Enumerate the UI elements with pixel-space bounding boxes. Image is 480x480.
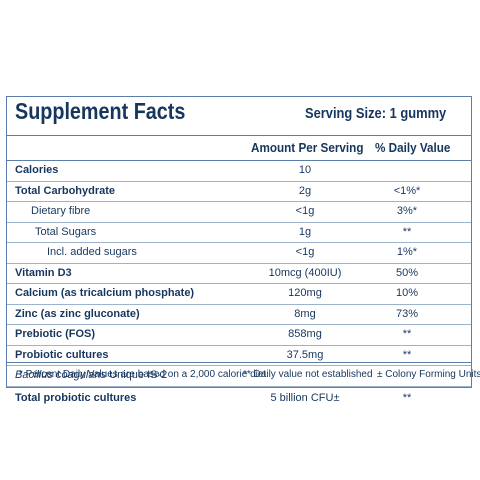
nutrient-name: Bacillus coagulans Unique IS-2 [15, 366, 167, 385]
nutrient-table: Calories 10 Total Carbohydrate 2g <1%* D… [7, 161, 471, 409]
nutrient-name: Zinc (as zinc gluconate) [15, 307, 140, 320]
panel-header: Supplement Facts Serving Size: 1 gummy [7, 97, 471, 136]
serving-size: Serving Size: 1 gummy [305, 105, 447, 122]
strain-name: Unique IS-2 [106, 369, 168, 381]
table-row: Vitamin D3 10mcg (400IU) 50% [7, 264, 471, 284]
nutrient-amount: 2g [298, 184, 312, 197]
nutrient-daily-value: ** [402, 391, 412, 404]
table-row: Calories 10 [7, 161, 471, 182]
footnote-percent-dv: * Percent Daily Values are based on a 2,… [19, 369, 267, 380]
table-row: Incl. added sugars <1g 1%* [7, 243, 471, 264]
footnote-cfu: ± Colony Forming Units [377, 369, 480, 380]
nutrient-amount: <1g [295, 246, 315, 258]
panel-title: Supplement Facts [15, 98, 186, 124]
nutrient-daily-value: 73% [395, 307, 419, 320]
nutrient-daily-value: 3%* [396, 205, 418, 217]
nutrient-name: Incl. added sugars [47, 246, 137, 258]
nutrient-name: Vitamin D3 [15, 266, 72, 279]
footnotes: * Percent Daily Values are based on a 2,… [7, 362, 480, 389]
table-row: Total probiotic cultures 5 billion CFU± … [7, 387, 471, 409]
nutrient-name: Calories [15, 164, 59, 176]
table-row: Bacillus coagulans Unique IS-2 [7, 366, 471, 387]
amount-per-serving-header: Amount Per Serving [251, 140, 364, 155]
nutrient-daily-value: 10% [395, 287, 419, 299]
nutrient-daily-value: 50% [395, 266, 419, 279]
nutrient-amount: 37.5mg [286, 348, 324, 361]
nutrient-name: Total Sugars [35, 225, 97, 238]
table-row: Zinc (as zinc gluconate) 8mg 73% [7, 305, 471, 325]
daily-value-header: % Daily Value [375, 140, 451, 155]
strain-genus-species: Bacillus coagulans [15, 369, 107, 381]
nutrient-name: Calcium (as tricalcium phosphate) [15, 287, 195, 299]
table-row: Dietary fibre <1g 3%* [7, 202, 471, 223]
nutrient-amount: 10mcg (400IU) [268, 266, 342, 279]
table-row: Calcium (as tricalcium phosphate) 120mg … [7, 284, 471, 305]
table-row: Prebiotic (FOS) 858mg ** [7, 325, 471, 346]
nutrient-amount: 120mg [288, 287, 322, 299]
table-row: Total Carbohydrate 2g <1%* [7, 182, 471, 202]
nutrient-daily-value: ** [402, 328, 412, 340]
nutrient-amount: 1g [298, 225, 312, 238]
nutrient-daily-value: 1%* [396, 246, 418, 258]
nutrient-daily-value: ** [402, 348, 412, 361]
table-row: Probiotic cultures 37.5mg ** [7, 346, 471, 366]
nutrient-amount: 5 billion CFU± [270, 391, 340, 404]
nutrient-daily-value: ** [402, 225, 412, 238]
nutrient-amount: <1g [295, 205, 315, 217]
supplement-facts-panel: Supplement Facts Serving Size: 1 gummy A… [6, 96, 480, 404]
table-row: Total Sugars 1g ** [7, 223, 471, 243]
nutrient-amount: 10 [298, 164, 312, 176]
nutrient-daily-value: <1%* [393, 184, 421, 197]
nutrient-name: Prebiotic (FOS) [15, 328, 96, 340]
nutrient-name: Dietary fibre [31, 205, 91, 217]
nutrient-name: Total probiotic cultures [15, 391, 137, 404]
footnote-not-established: ** Daily value not established [243, 369, 373, 380]
nutrient-amount: 8mg [294, 307, 316, 320]
nutrient-amount: 858mg [288, 328, 322, 340]
nutrient-name: Total Carbohydrate [15, 184, 116, 197]
nutrient-name: Probiotic cultures [15, 348, 109, 361]
column-header-row: Amount Per Serving % Daily Value [7, 136, 471, 161]
